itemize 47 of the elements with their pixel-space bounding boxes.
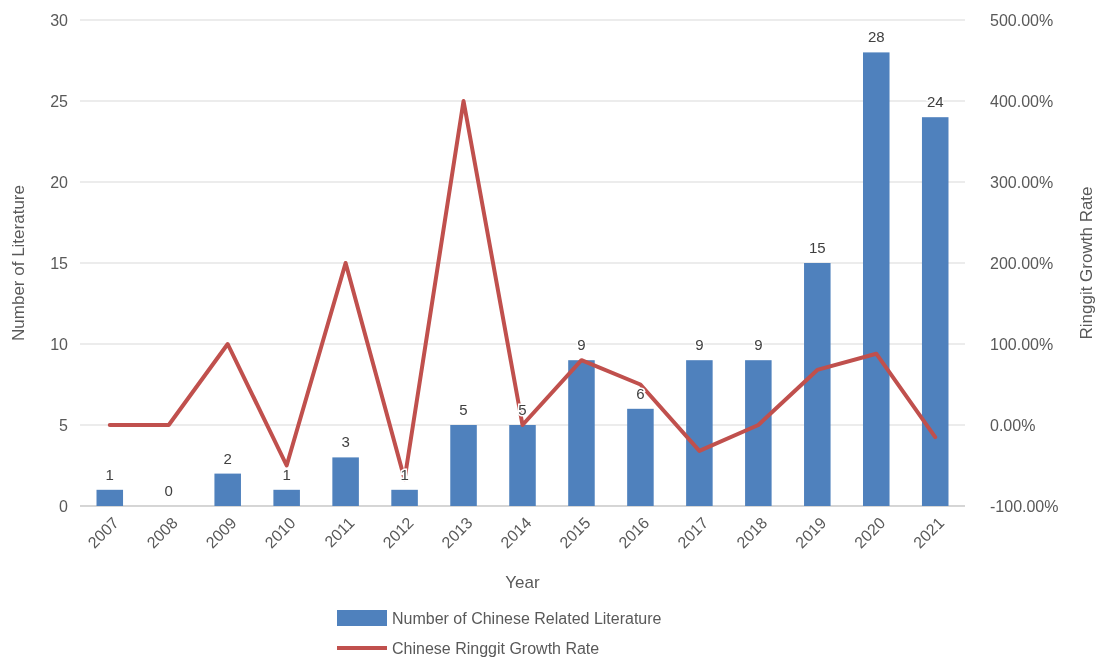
data-label: 3 — [341, 433, 350, 451]
data-label: 9 — [695, 336, 704, 354]
data-label: 1 — [400, 465, 409, 483]
data-label: 9 — [754, 336, 763, 354]
y-tick-label: 30 — [50, 11, 69, 29]
bar — [568, 360, 595, 506]
data-label: 1 — [105, 465, 114, 483]
data-label: 24 — [926, 93, 944, 111]
y2-tick-label: 400.00% — [990, 92, 1054, 110]
y-tick-label: 20 — [50, 173, 69, 191]
y-tick-label: 0 — [59, 497, 69, 515]
y-tick-label: 25 — [50, 92, 69, 110]
bar — [509, 425, 536, 506]
y-axis-title: Number of Literature — [9, 185, 28, 341]
data-label: 15 — [808, 239, 826, 256]
legend-label: Number of Chinese Related Literature — [392, 609, 662, 627]
data-label: 6 — [636, 384, 645, 402]
bar — [450, 425, 477, 506]
bar — [214, 473, 241, 506]
bar — [745, 360, 772, 506]
bar — [804, 263, 831, 506]
y2-tick-label: 300.00% — [990, 173, 1054, 191]
y-tick-label: 10 — [50, 335, 69, 353]
y2-tick-label: -100.00% — [990, 497, 1059, 515]
y2-tick-label: 0.00% — [990, 416, 1036, 434]
data-label: 9 — [577, 336, 586, 354]
y2-tick-label: 500.00% — [990, 11, 1054, 29]
data-label: 5 — [459, 401, 468, 418]
y2-axis-title: Ringgit Growth Rate — [1077, 186, 1096, 340]
data-label: 2 — [223, 449, 232, 467]
bar — [391, 489, 418, 506]
bar — [921, 117, 949, 506]
x-axis-title: Year — [505, 573, 541, 592]
y-tick-label: 5 — [59, 416, 69, 434]
data-label: 0 — [164, 482, 173, 499]
bar — [332, 457, 359, 506]
y2-tick-label: 200.00% — [990, 254, 1054, 272]
data-label: 1 — [282, 465, 291, 483]
bar — [863, 52, 890, 506]
data-label: 28 — [867, 28, 885, 46]
bar — [273, 489, 300, 506]
y2-tick-label: 100.00% — [990, 335, 1054, 353]
legend-label: Chinese Ringgit Growth Rate — [392, 639, 600, 657]
bar — [686, 360, 713, 506]
bar — [627, 408, 654, 506]
y-tick-label: 15 — [50, 254, 69, 272]
bar — [96, 489, 124, 506]
